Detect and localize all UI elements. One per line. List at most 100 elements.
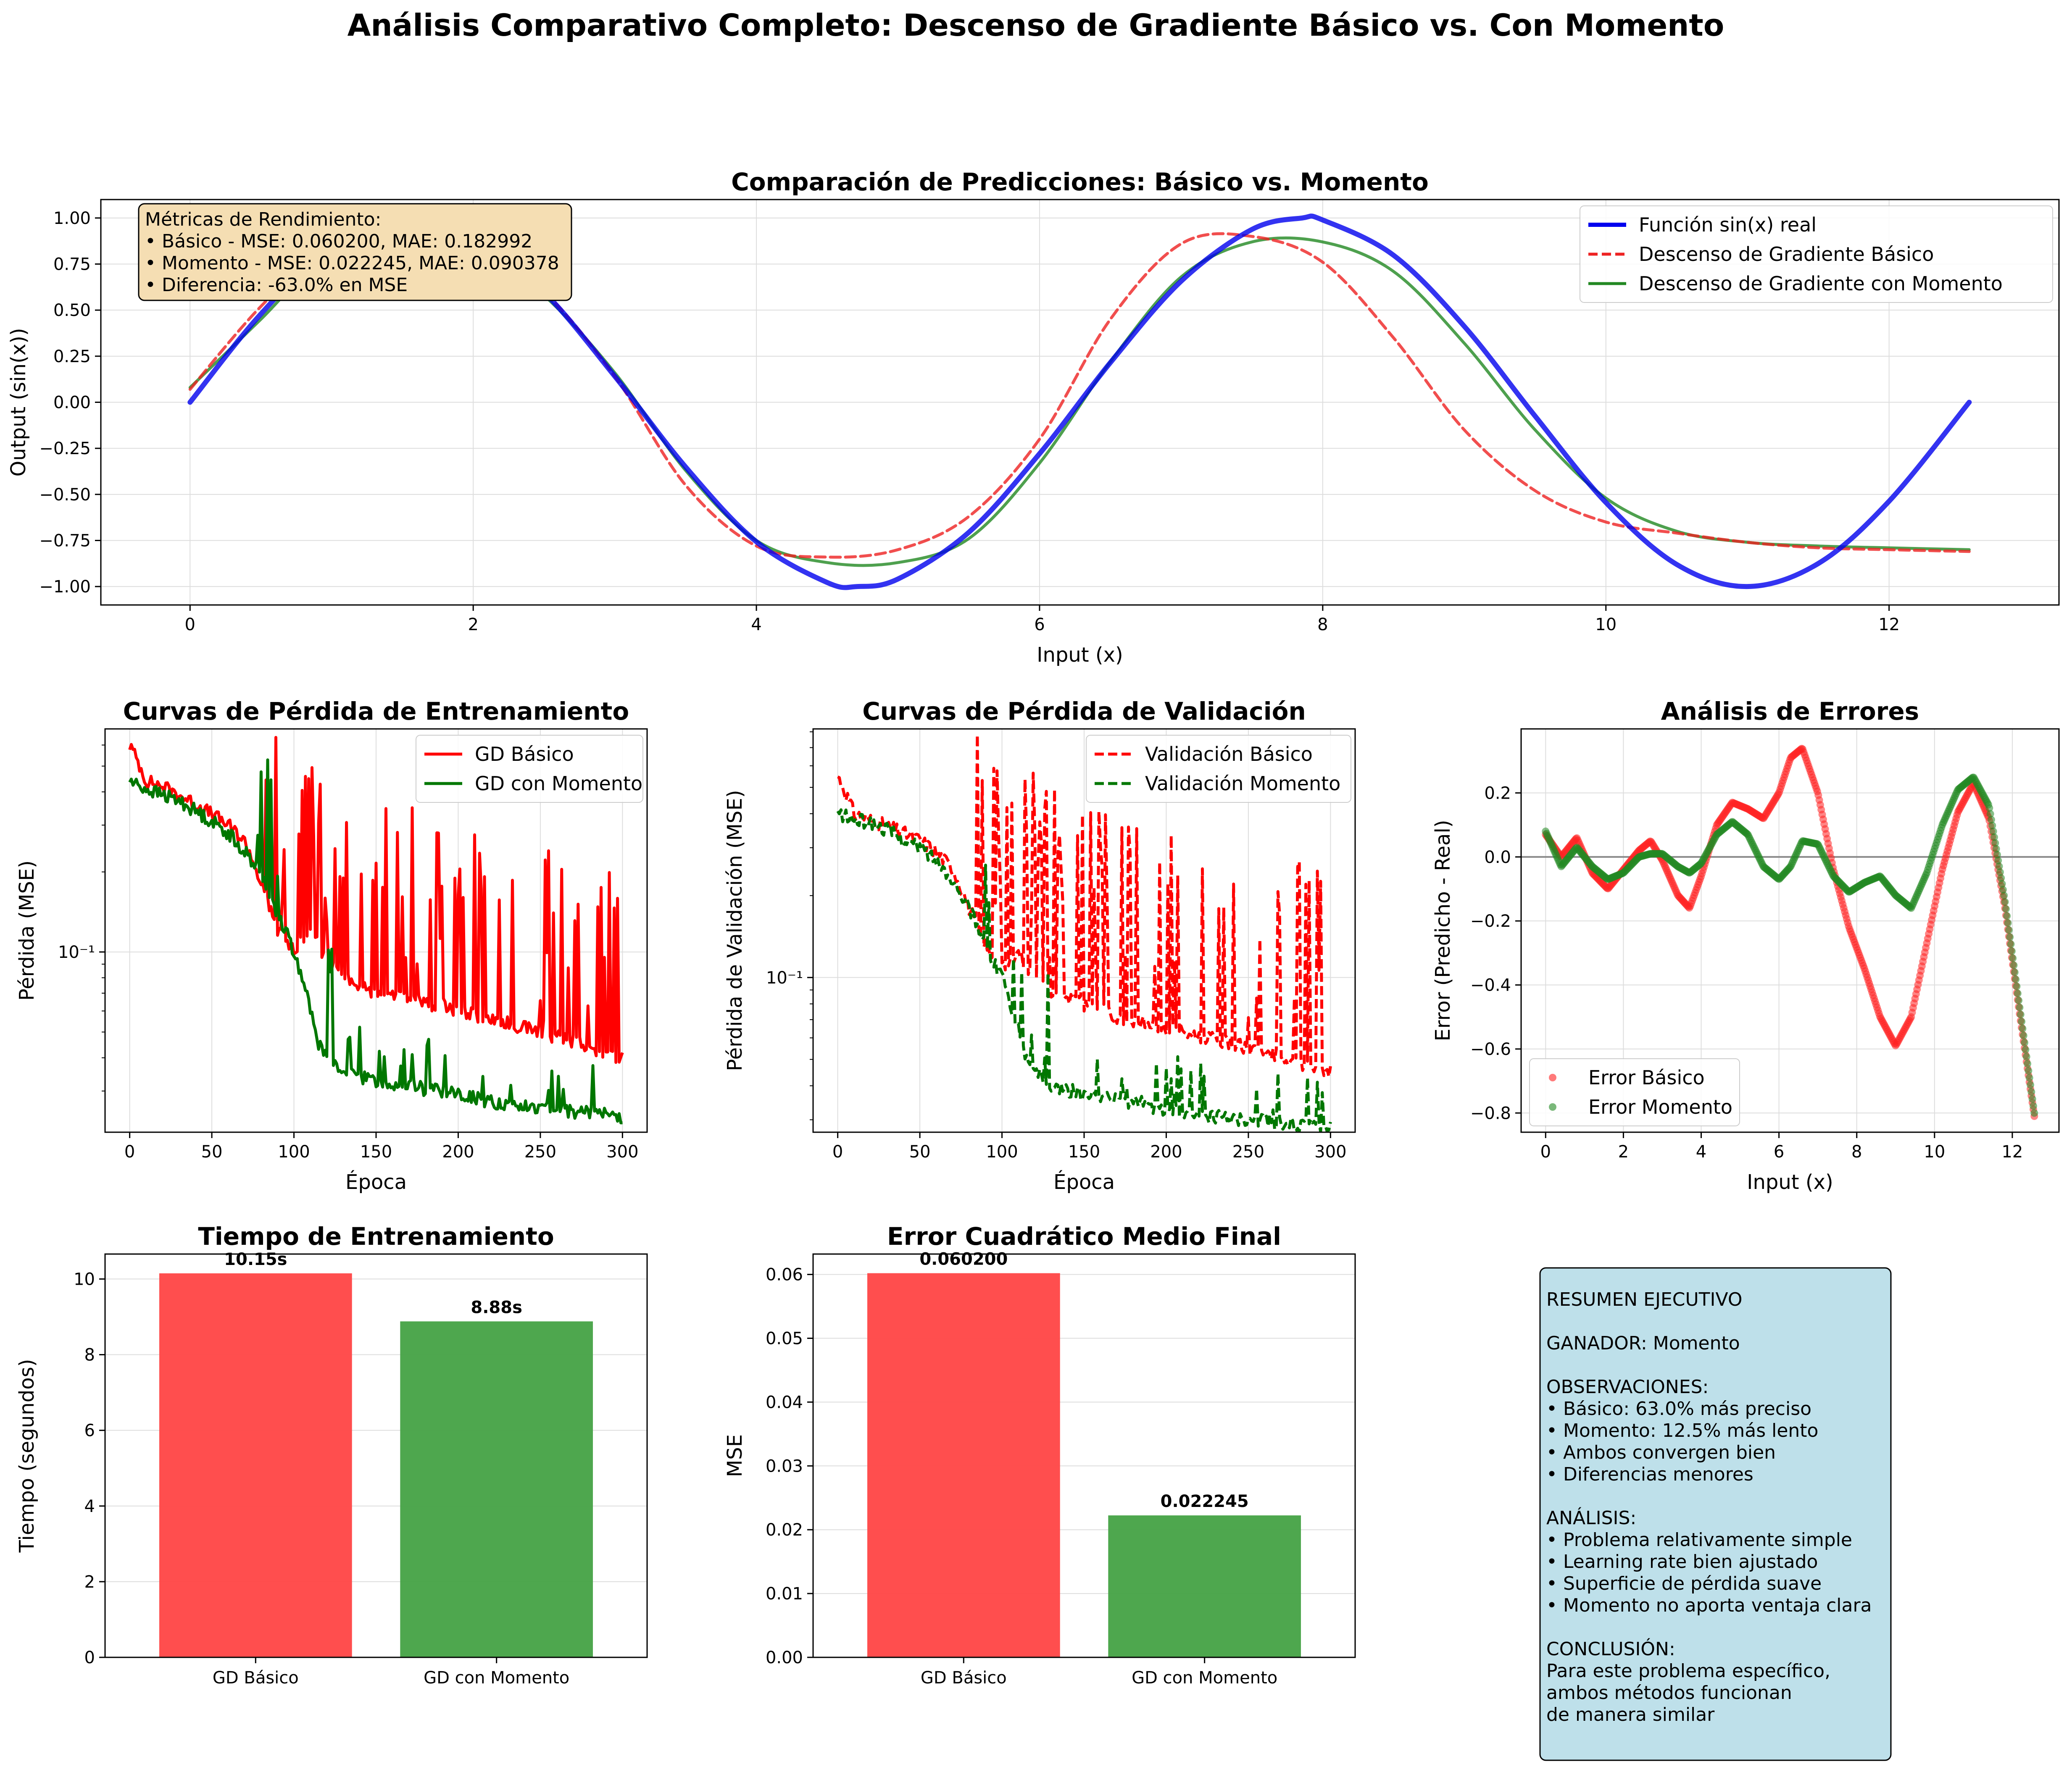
scatter-point [2010,961,2018,969]
y-tick-label: 0.0 [1484,848,1511,867]
scatter-point [2006,933,2014,941]
legend-label: Función sin(x) real [1639,213,1817,236]
bar [1108,1515,1301,1657]
x-tick-label: 12 [2001,1142,2023,1162]
y-tick-label: 0.03 [766,1457,803,1476]
summary-line: GANADOR: Momento [1546,1333,1740,1354]
x-tick-label: 0 [185,615,195,634]
x-tick-label: 150 [1068,1142,1100,1162]
scatter-point [2015,997,2023,1004]
x-tick-label: 0 [832,1142,843,1162]
series-line [837,733,1332,1078]
scatter-point [2014,989,2022,997]
x-tick-label: 2 [1618,1142,1629,1162]
x-tick-label: 300 [1314,1142,1346,1162]
scatter-point [1990,833,1998,841]
x-axis-label: Época [1053,1170,1115,1194]
chart-title: Curvas de Pérdida de Entrenamiento [123,697,629,726]
summary-line: OBSERVACIONES: [1546,1376,1709,1398]
scatter-point [2027,1088,2035,1096]
summary-line: ambos métodos funcionan [1546,1682,1792,1704]
y-tick-label: 6 [84,1421,95,1441]
scatter-point [2019,1025,2027,1033]
chart-frame [100,199,2060,606]
plot-area [128,736,624,1125]
x-tick-label: 250 [524,1142,556,1162]
x-tick-label: 50 [909,1142,931,1162]
summary-line: RESUMEN EJECUTIVO [1546,1289,1743,1310]
y-tick-label: −0.2 [1470,912,1511,931]
scatter-point [1999,886,2007,894]
scatter-point [2016,1004,2024,1012]
scatter-point [1992,845,2000,853]
plot-area [836,733,1332,1132]
metrics-annotation-line: • Momento - MSE: 0.022245, MAE: 0.090378 [145,252,559,274]
legend-label: Validación Básico [1145,743,1313,765]
y-tick-label: 0.00 [766,1648,803,1667]
y-tick-label: 0.50 [53,301,91,320]
y-tick-label: −0.75 [39,531,91,550]
x-tick-label: GD con Momento [1132,1668,1277,1688]
chart-final_mse: 0.00 0.01 0.02 0.03 0.04 0.05 0.06 0.060200 GD B… [723,1222,1356,1688]
x-tick-label: 6 [1034,615,1045,634]
y-tick-label: 10⁻¹ [58,943,95,962]
scatter-point [2005,926,2013,934]
bar-value-label: 0.060200 [919,1250,1008,1269]
summary-box [1539,1267,1892,1761]
y-tick-label: 0.25 [53,347,91,366]
x-tick-label: 50 [201,1142,223,1162]
x-tick-label: GD con Momento [424,1668,569,1688]
legend-label: Validación Momento [1145,772,1340,795]
y-tick-label: 1.00 [53,209,91,228]
chart-title: Comparación de Predicciones: Básico vs. … [731,168,1429,196]
legend-label: Descenso de Gradiente con Momento [1639,272,2003,295]
chart-title: Análisis de Errores [1661,697,1919,726]
x-tick-label: 12 [1878,615,1900,634]
chart-frame [1520,728,2060,1133]
scatter-point [2001,898,2009,906]
x-tick-label: 10 [1595,615,1617,634]
bar-value-label: 0.022245 [1161,1492,1249,1511]
y-tick-label: 10 [74,1270,95,1289]
chart-title: Curvas de Pérdida de Validación [862,697,1306,726]
scatter-point [1987,816,1995,824]
x-tick-label: 200 [1150,1142,1182,1162]
summary-line: • Momento: 12.5% más lento [1546,1420,1818,1441]
scatter-point [2019,1032,2027,1040]
x-tick-label: GD Básico [213,1668,299,1688]
y-tick-label: −0.8 [1470,1104,1511,1123]
legend-box [1529,1058,1740,1126]
y-tick-label: −0.25 [39,439,91,458]
y-tick-label: 8 [84,1346,95,1365]
chart-frame [104,728,648,1133]
y-tick-label: −0.50 [39,485,91,505]
scatter-point [1997,874,2005,882]
x-tick-label: 250 [1232,1142,1264,1162]
y-tick-label: 4 [84,1497,95,1516]
chart-validation_loss: 0 50 100 150 200 250 300 10⁻¹ Validación Básico V… [723,697,1356,1194]
scatter-point [2022,1053,2030,1061]
y-tick-label: 0.05 [766,1329,803,1349]
x-tick-label: 8 [1317,615,1328,634]
summary-line: • Learning rate bien ajustado [1546,1551,1818,1572]
figure-suptitle: Análisis Comparativo Completo: Descenso … [348,8,1724,43]
charts-layer: 0 2 4 6 8 10 12−1.00−0.75−0.50−0.250.000.250.5… [7,168,2060,1761]
legend-box [1086,735,1351,803]
x-tick-label: 4 [751,615,761,634]
legend-label: Error Momento [1588,1096,1732,1118]
legend-marker [1549,1074,1556,1081]
scatter-point [2013,982,2021,990]
y-axis-label: Tiempo (segundos) [15,1359,39,1553]
chart-frame [104,1253,648,1658]
scatter-point [2007,940,2015,948]
scatter-point [1991,839,1999,847]
bar [400,1321,593,1657]
scatter-point [2029,1102,2037,1110]
scatter-point [2012,976,2020,983]
x-tick-label: 6 [1774,1142,1784,1162]
summary-line: de manera similar [1546,1704,1715,1725]
y-tick-label: 0.01 [766,1584,803,1604]
legend-box [1580,205,2053,303]
scatter-point [1986,810,1994,818]
